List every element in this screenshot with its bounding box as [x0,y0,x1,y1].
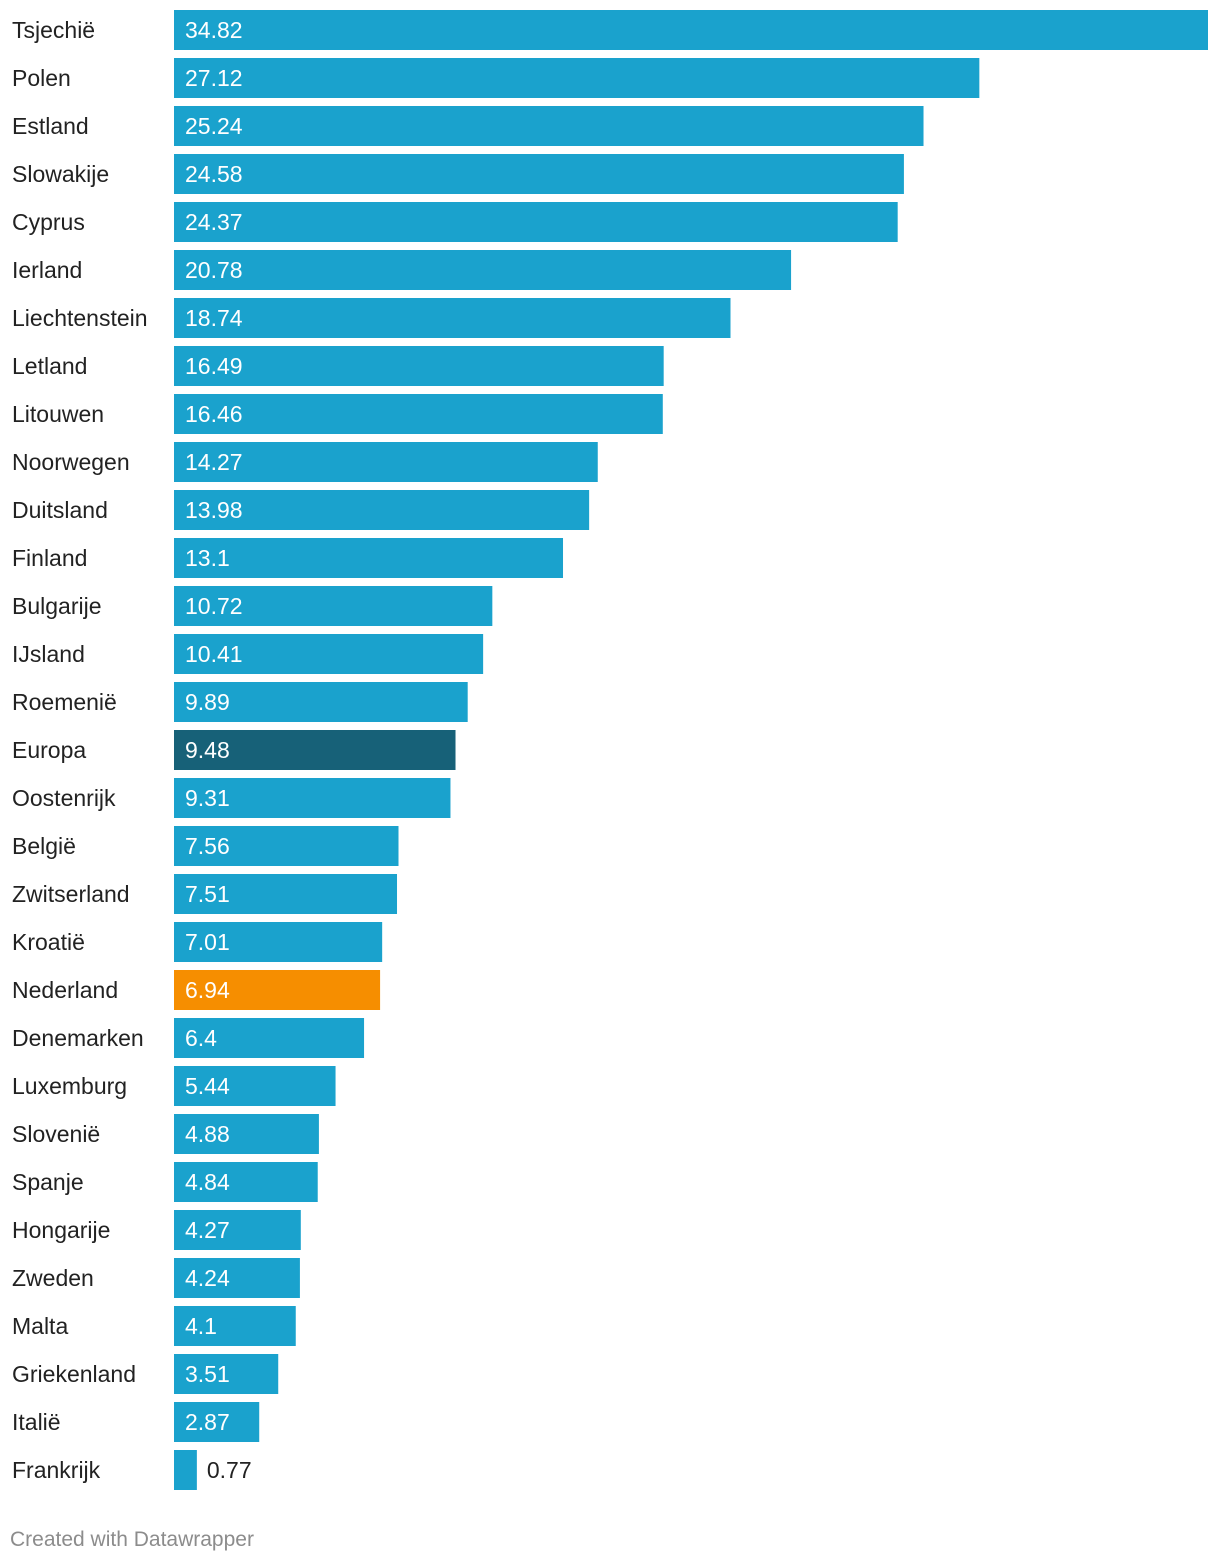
value-label: 7.01 [185,929,230,955]
value-label: 4.27 [185,1217,230,1243]
category-label: Luxemburg [12,1073,127,1099]
bar [174,1066,336,1106]
category-label: Noorwegen [12,449,130,475]
bar [174,1114,319,1154]
bar [174,1450,197,1490]
bar [174,106,924,146]
value-label: 25.24 [185,113,243,139]
category-label: Cyprus [12,209,85,235]
category-label: Hongarije [12,1217,110,1243]
bar [174,1354,279,1394]
bar [174,202,898,242]
bar [174,490,590,530]
category-label: Liechtenstein [12,305,148,331]
category-label: Kroatië [12,929,85,955]
value-label: 14.27 [185,449,243,475]
value-label: 13.98 [185,497,243,523]
value-label: 4.84 [185,1169,230,1195]
bar [174,346,664,386]
value-label: 9.89 [185,689,230,715]
bar [174,10,1208,50]
value-label: 34.82 [185,17,243,43]
bar [174,58,980,98]
category-label: Roemenië [12,689,117,715]
category-label: IJsland [12,641,85,667]
value-label: 24.37 [185,209,243,235]
bar [174,1306,296,1346]
bar [174,778,451,818]
bar [174,922,383,962]
bar [174,154,904,194]
bar [174,1018,365,1058]
value-label: 4.1 [185,1313,217,1339]
bar [174,298,731,338]
bar [174,970,381,1010]
bar [174,586,493,626]
bar [174,250,792,290]
bar [174,538,564,578]
bar [174,730,456,770]
value-label: 4.88 [185,1121,230,1147]
category-label: Bulgarije [12,593,102,619]
value-label: 20.78 [185,257,243,283]
value-label: 9.31 [185,785,230,811]
value-label: 4.24 [185,1265,230,1291]
category-label: Duitsland [12,497,108,523]
category-label: Malta [12,1313,68,1339]
value-label: 9.48 [185,737,230,763]
bar-chart: Tsjechië 34.82 Polen 27.12 Estland 25.24 Slowa… [12,10,1208,1490]
category-label: Finland [12,545,87,571]
value-label: 10.72 [185,593,243,619]
category-label: Tsjechië [12,17,95,43]
category-label: Ierland [12,257,82,283]
bar [174,1162,318,1202]
category-label: Nederland [12,977,118,1003]
category-label: Zweden [12,1265,94,1291]
category-label: België [12,833,76,859]
value-label: 24.58 [185,161,243,187]
value-label: 18.74 [185,305,243,331]
bar [174,874,398,914]
category-label: Oostenrijk [12,785,116,811]
value-label: 16.46 [185,401,243,427]
bar [174,442,598,482]
category-label: Spanje [12,1169,84,1195]
category-label: Polen [12,65,71,91]
value-label: 7.56 [185,833,230,859]
value-label: 7.51 [185,881,230,907]
value-label: 16.49 [185,353,243,379]
category-label: Litouwen [12,401,104,427]
category-label: Europa [12,737,86,763]
value-label: 5.44 [185,1073,230,1099]
category-label: Estland [12,113,89,139]
category-label: Griekenland [12,1361,136,1387]
value-label: 10.41 [185,641,243,667]
value-label: 6.94 [185,977,230,1003]
value-label: 0.77 [207,1457,252,1483]
category-label: Letland [12,353,87,379]
category-label: Italië [12,1409,61,1435]
bar [174,1258,300,1298]
bar [174,634,484,674]
value-label: 27.12 [185,65,243,91]
category-label: Slowakije [12,161,109,187]
bar [174,394,663,434]
category-label: Denemarken [12,1025,144,1051]
datawrapper-credit: Created with Datawrapper [10,1528,254,1551]
category-label: Frankrijk [12,1457,101,1483]
value-label: 3.51 [185,1361,230,1387]
value-label: 2.87 [185,1409,230,1435]
value-label: 6.4 [185,1025,217,1051]
bar [174,826,399,866]
bar [174,1402,260,1442]
category-label: Slovenië [12,1121,100,1147]
category-label: Zwitserland [12,881,130,907]
value-label: 13.1 [185,545,230,571]
bar [174,682,468,722]
bar [174,1210,301,1250]
